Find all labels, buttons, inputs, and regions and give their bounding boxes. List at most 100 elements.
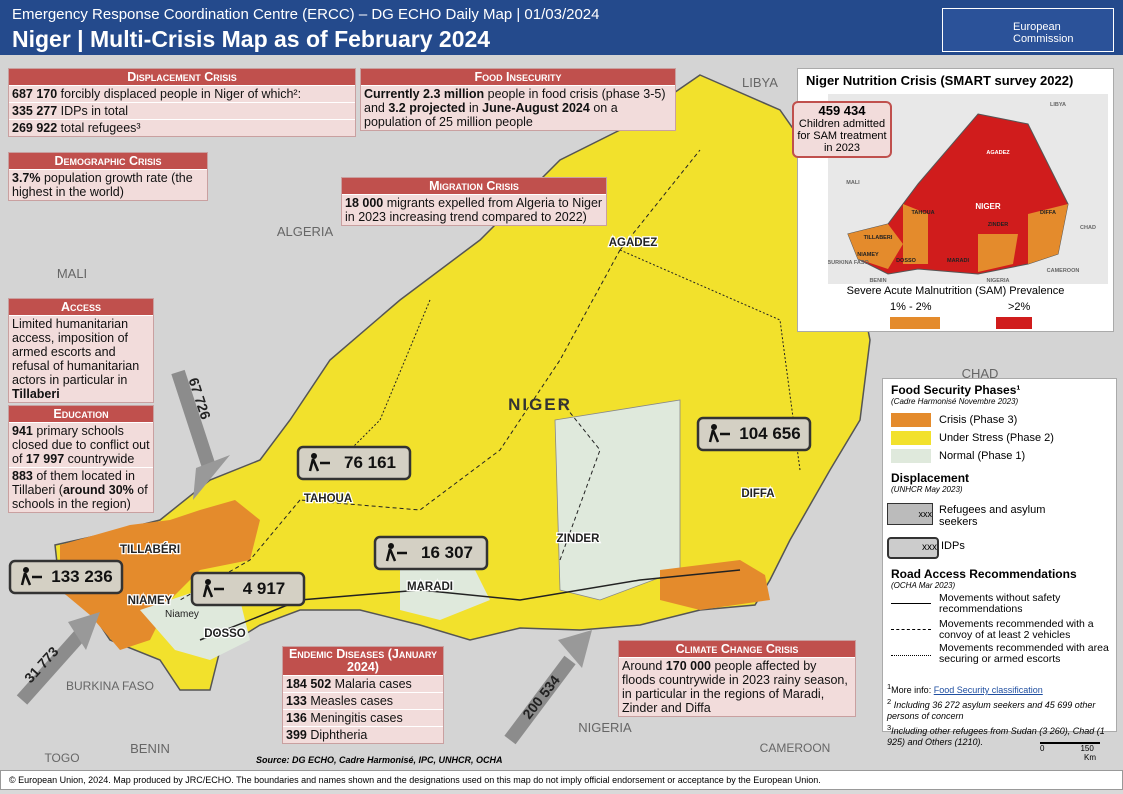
inset-label: AGADEZ: [986, 150, 1010, 156]
disease-row: 399 Diphtheria: [283, 726, 443, 743]
idp-icon: [708, 429, 730, 443]
text: 883: [12, 469, 33, 483]
header-subtitle: Emergency Response Coordination Centre (…: [12, 6, 600, 23]
inset-label: NIGER: [975, 202, 1001, 211]
inset-label: TAHOUA: [911, 210, 934, 216]
shape: [140, 590, 250, 660]
legend-item: Movements recommended with a convoy of a…: [939, 618, 1094, 641]
inset-class: 1% - 2%: [890, 301, 932, 313]
idp-value: 4 917: [243, 579, 286, 598]
inset-label: DOSSO: [896, 258, 917, 264]
region-label: NIAMEY: [128, 595, 173, 607]
disease-row: 133 Measles cases: [283, 692, 443, 709]
shape: [554, 399, 681, 601]
idp-box: [696, 416, 812, 452]
text: More info:: [891, 685, 932, 695]
source: Source: DG ECHO, Cadre Harmonisé, IPC, U…: [256, 755, 503, 765]
shape: [891, 603, 931, 604]
idp-value: 104 656: [739, 424, 800, 443]
footnote-link[interactable]: Food Security classification: [933, 685, 1043, 695]
text: Measles cases: [310, 694, 394, 708]
text: 150: [1080, 744, 1094, 753]
country-label: BURKINA FASO: [66, 679, 154, 693]
shape: [891, 431, 931, 445]
country-label: NIGERIA: [578, 720, 632, 735]
idp-icon: [385, 548, 407, 562]
country-label: TOGO: [44, 751, 79, 765]
shape: [400, 560, 490, 620]
region-label: TAHOUA: [304, 493, 352, 505]
food-box: Food Insecurity Currently 2.3 million pe…: [360, 68, 676, 131]
education-box: Education 941 primary schools closed due…: [8, 405, 154, 513]
idp-icon: [308, 458, 330, 472]
legend-item: IDPs: [941, 540, 965, 552]
text: migrants expelled from Algeria to Niger …: [345, 196, 603, 224]
idp-icon: [711, 424, 717, 430]
box-text: Around 170 000 people affected by floods…: [619, 657, 855, 716]
shape: [848, 224, 903, 269]
text: Including 36 272 asylum seekers and 45 6…: [887, 700, 1096, 721]
footer: © European Union, 2024. Map produced by …: [0, 770, 1123, 790]
text: Malaria cases: [334, 677, 412, 691]
climate-box: Climate Change Crisis Around 170 000 peo…: [618, 640, 856, 717]
text: in: [468, 101, 479, 115]
scale-bar: 0 150 Km: [1040, 742, 1100, 762]
text: Currently 2.3 million: [364, 87, 485, 101]
text: 269 922: [12, 121, 58, 135]
legend-title: Food Security Phases¹: [891, 383, 1021, 397]
shape: 2 Including 36 272 asylum seekers and 45…: [887, 696, 1113, 722]
logo-box: European Commission: [942, 8, 1114, 52]
text: people affected by floods countrywide in…: [622, 659, 848, 715]
box-heading: Displacement Crisis: [9, 69, 355, 85]
shape: [193, 455, 230, 500]
shape: [16, 630, 86, 705]
inset-label: MALI: [846, 180, 860, 186]
inset-label: ZINDER: [988, 222, 1009, 228]
logo-text: European Commission: [1013, 21, 1074, 45]
box-line: 687 170 forcibly displaced people in Nig…: [9, 85, 355, 102]
idp-icon: [388, 543, 394, 549]
legend-item: Crisis (Phase 3): [939, 414, 1018, 426]
inset-label: BENIN: [869, 278, 886, 284]
text: Diphtheria: [310, 728, 368, 742]
text: forcibly displaced people in Niger of wh…: [60, 87, 302, 101]
text: 3.2 projected: [388, 101, 466, 115]
shape: 2: [887, 697, 892, 706]
box-heading: Climate Change Crisis: [619, 641, 855, 657]
inset-label: DIFFA: [1040, 210, 1056, 216]
box-text: 941 primary schools closed due to confli…: [9, 422, 153, 467]
header-title: Niger | Multi-Crisis Map as of February …: [12, 26, 491, 52]
shape: [299, 249, 621, 511]
box-heading: Demographic Crisis: [9, 153, 207, 169]
legend: Food Security Phases¹ (Cadre Harmonisé N…: [882, 378, 1117, 747]
country-label: NIGER: [508, 395, 572, 414]
callout-value: 459 434: [818, 103, 866, 118]
nutrition-inset: Niger Nutrition Crisis (SMART survey 202…: [792, 68, 1114, 332]
box-text: 18 000 migrants expelled from Algeria to…: [342, 194, 606, 225]
idp-marker: 4 917: [190, 571, 306, 607]
shape: [660, 560, 770, 610]
text: 335 277: [12, 104, 58, 118]
region-label: AGADEZ: [609, 237, 658, 249]
shape: [171, 369, 217, 473]
text: 17 997: [25, 452, 65, 466]
text: xxx: [922, 542, 937, 553]
shape: [891, 629, 931, 630]
country-label: LIBYA: [742, 75, 778, 90]
text: IDPs in total: [60, 104, 129, 118]
box-line: 269 922 total refugees³: [9, 119, 355, 136]
text: 3.7%: [12, 171, 41, 185]
box-text: 3.7% population growth rate (the highest…: [9, 169, 207, 200]
idp-marker: 16 307: [373, 535, 489, 571]
box-heading: Endemic Diseases (January 2024): [283, 647, 443, 675]
shape: [1040, 742, 1100, 744]
idp-box: [373, 535, 489, 571]
shape: [891, 449, 931, 463]
city-label: Niamey: [165, 609, 199, 620]
idp-marker: 76 161: [296, 445, 412, 481]
country-label: ALGERIA: [277, 224, 334, 239]
text: 184 502: [286, 677, 332, 691]
legend-item: Movements without safety recommendations: [939, 592, 1061, 615]
shape: [504, 655, 576, 745]
text: 18 000: [345, 196, 384, 210]
